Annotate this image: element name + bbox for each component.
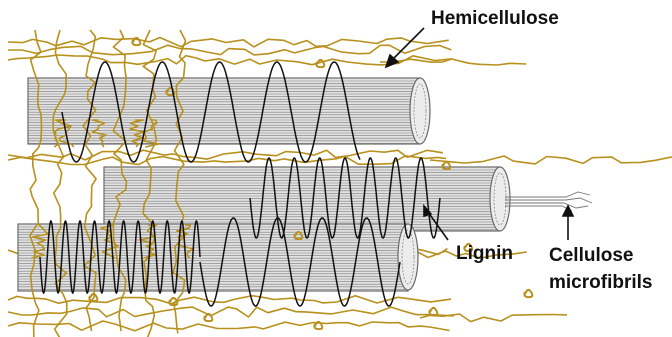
lignin-helices <box>39 61 441 307</box>
label-arrows <box>384 27 575 241</box>
lignin-label: Lignin <box>456 243 513 264</box>
microfibril-strands <box>505 191 593 212</box>
cellulose-label-line1: Cellulose <box>549 245 634 266</box>
cellulose-microfibrils-label: Cellulose microfibrils <box>549 242 652 296</box>
cellulose-fibril-top <box>27 77 431 145</box>
hemicellulose-label: Hemicellulose <box>431 8 559 29</box>
cellulose-label-line2: microfibrils <box>549 272 653 293</box>
lignin-arrow <box>427 211 449 241</box>
hemicellulose-arrow <box>391 27 425 61</box>
cellulose-fibril-middle <box>103 166 511 232</box>
